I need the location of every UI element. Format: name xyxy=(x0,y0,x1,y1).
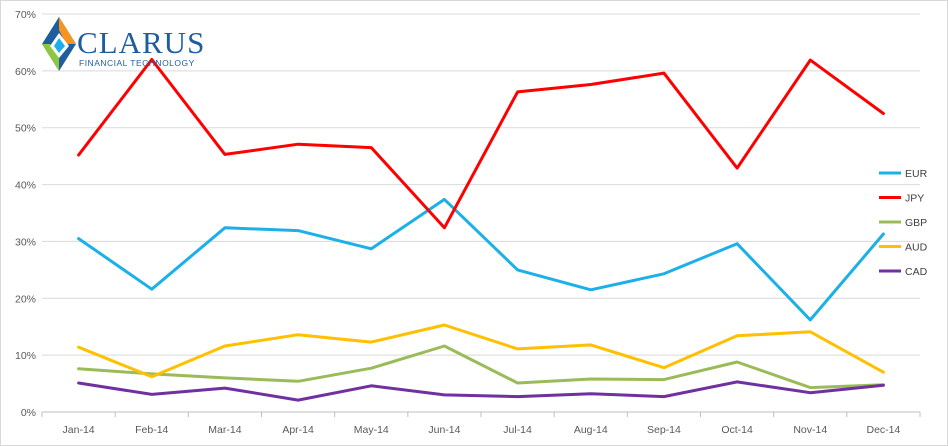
legend-label-cad: CAD xyxy=(905,266,928,278)
series-lines xyxy=(77,58,885,402)
series-line-jpy xyxy=(77,58,885,230)
x-tick-label: Dec-14 xyxy=(866,424,900,436)
legend-label-eur: EUR xyxy=(905,168,928,180)
x-tick-label: Sep-14 xyxy=(647,424,681,436)
y-tick-label: 50% xyxy=(15,123,36,135)
logo-wordmark: CLARUS xyxy=(77,25,205,60)
x-tick-label: Oct-14 xyxy=(721,424,753,436)
y-tick-label: 0% xyxy=(21,407,36,419)
x-tick-label: Jul-14 xyxy=(503,424,532,436)
y-tick-label: 40% xyxy=(15,180,36,192)
legend: EUR JPY GBP AUD CAD xyxy=(879,168,928,278)
x-axis: Jan-14 Feb-14 Mar-14 Apr-14 May-14 Jun-14 Jul-… xyxy=(41,411,921,436)
y-tick-label: 70% xyxy=(15,9,36,21)
y-tick-label: 60% xyxy=(15,66,36,78)
logo-subtitle: FINANCIAL TECHNOLOGY xyxy=(79,58,195,68)
x-tick-label: Jan-14 xyxy=(63,424,95,436)
x-tick-label: Mar-14 xyxy=(208,424,241,436)
gridlines xyxy=(42,13,920,413)
x-tick-label: Apr-14 xyxy=(282,424,314,436)
y-axis: 0% 10% 20% 30% 40% 50% 60% 70% xyxy=(15,9,36,419)
clarus-logo: CLARUS FINANCIAL TECHNOLOGY xyxy=(42,17,205,71)
series-line-aud xyxy=(77,323,885,379)
x-tick-label: Feb-14 xyxy=(135,424,168,436)
legend-label-jpy: JPY xyxy=(905,193,924,205)
y-tick-label: 20% xyxy=(15,293,36,305)
y-tick-label: 30% xyxy=(15,236,36,248)
series-line-eur xyxy=(77,197,885,322)
x-tick-label: May-14 xyxy=(354,424,389,436)
legend-label-gbp: GBP xyxy=(905,217,927,229)
clarus-logo-icon xyxy=(42,17,76,71)
series-line-gbp xyxy=(77,344,885,390)
y-tick-label: 10% xyxy=(15,350,36,362)
series-line-cad xyxy=(77,380,885,402)
x-tick-label: Aug-14 xyxy=(574,424,608,436)
legend-label-aud: AUD xyxy=(905,242,928,254)
x-tick-label: Nov-14 xyxy=(793,424,827,436)
x-tick-label: Jun-14 xyxy=(428,424,460,436)
